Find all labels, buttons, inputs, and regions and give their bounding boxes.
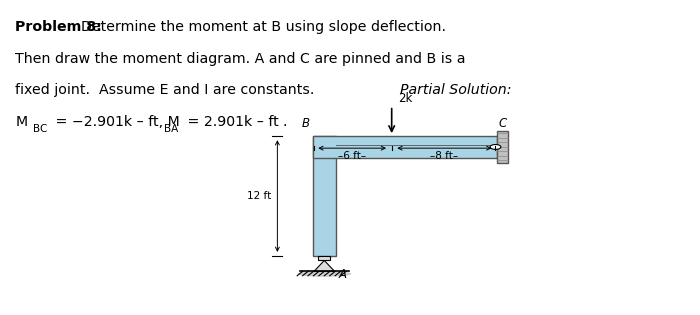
Text: C: C (498, 117, 506, 130)
Text: –8 ft–: –8 ft– (430, 151, 458, 161)
Text: BA: BA (164, 124, 178, 134)
Text: Determine the moment at B using slope deflection.: Determine the moment at B using slope de… (81, 20, 446, 34)
Text: B: B (302, 117, 310, 130)
Text: –6 ft–: –6 ft– (338, 151, 366, 161)
Text: fixed joint.  Assume E and I are constants.: fixed joint. Assume E and I are constant… (15, 83, 324, 97)
Text: M: M (15, 115, 27, 129)
Text: Problem 8:: Problem 8: (15, 20, 102, 34)
Bar (497, 131, 508, 163)
Text: A: A (338, 268, 346, 281)
Text: = 2.901k – ft: = 2.901k – ft (183, 115, 279, 129)
Text: Then draw the moment diagram. A and C are pinned and B is a: Then draw the moment diagram. A and C ar… (15, 52, 466, 66)
Text: 12 ft: 12 ft (246, 191, 271, 201)
Ellipse shape (298, 271, 351, 277)
Polygon shape (314, 261, 335, 272)
Text: Partial Solution:: Partial Solution: (400, 83, 512, 97)
Circle shape (490, 145, 501, 149)
Text: 2k: 2k (398, 91, 412, 105)
Bar (318, 256, 330, 261)
Bar (313, 136, 336, 256)
Text: BC: BC (33, 124, 48, 134)
Text: = −2.901k – ft, M: = −2.901k – ft, M (51, 115, 180, 129)
Bar (313, 136, 497, 158)
Text: .: . (274, 115, 288, 129)
